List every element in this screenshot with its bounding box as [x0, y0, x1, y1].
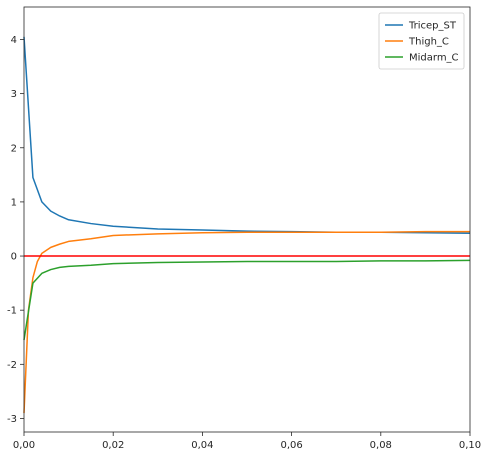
- x-tick-label: 0,10: [459, 440, 481, 451]
- legend-box: [378, 12, 465, 70]
- x-tick-label: 0,00: [13, 440, 35, 451]
- y-tick-label: -1: [7, 306, 17, 317]
- x-axis-ticks: 0,00 0,02 0,04 0,06 0,08 0,10: [13, 432, 481, 451]
- legend: Tricep_ST Thigh_C Midarm_C: [378, 12, 465, 70]
- y-tick-label: 0: [11, 252, 17, 263]
- x-tick-label: 0,08: [370, 440, 392, 451]
- legend-entry-label: Tricep_ST: [408, 21, 457, 32]
- plot-area: [24, 7, 470, 432]
- series-line-midarm-c: [23, 259, 471, 341]
- x-tick-label: 0,02: [102, 440, 124, 451]
- y-tick-label: -3: [7, 414, 17, 425]
- y-tick-label: 3: [11, 89, 17, 100]
- y-tick-label: 1: [11, 197, 17, 208]
- y-tick-label: 2: [11, 143, 17, 154]
- y-axis-ticks: -3 -2 -1 0 1 2 3 4: [7, 35, 24, 425]
- series-layer: [23, 36, 471, 414]
- y-tick-label: -2: [7, 360, 17, 371]
- x-tick-label: 0,04: [191, 440, 213, 451]
- x-tick-label: 0,06: [280, 440, 302, 451]
- series-line-thigh-c: [23, 230, 470, 414]
- y-tick-label: 4: [11, 35, 17, 46]
- plot-frame: [23, 6, 471, 433]
- legend-entry-label: Midarm_C: [409, 53, 459, 64]
- legend-entry-label: Thigh_C: [408, 37, 449, 48]
